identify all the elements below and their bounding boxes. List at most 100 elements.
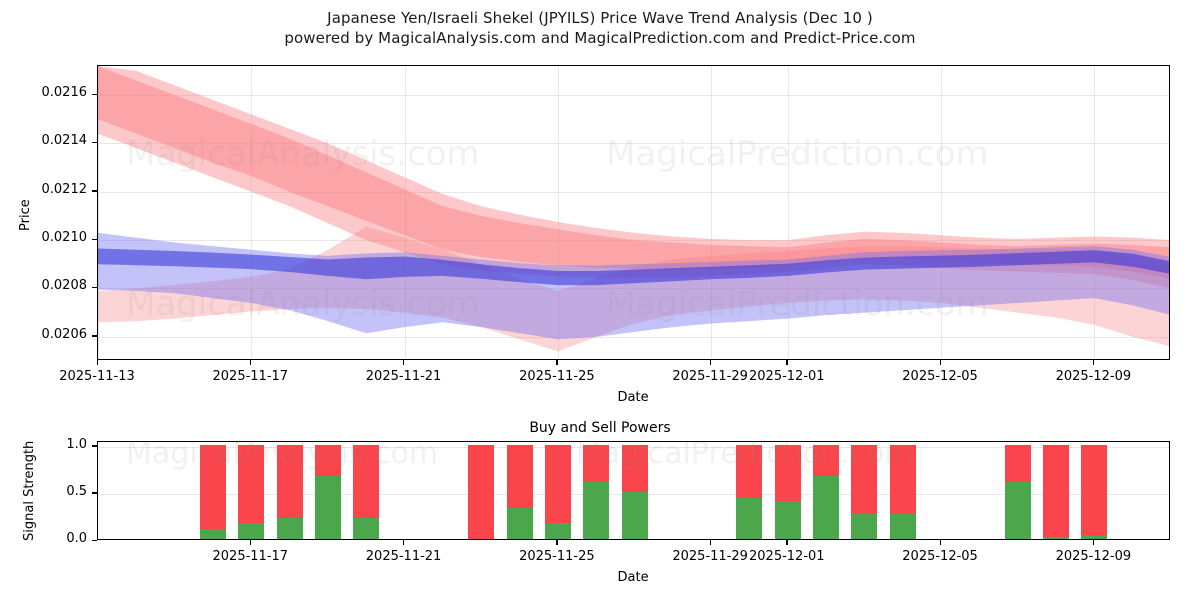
chart-title-block: Japanese Yen/Israeli Shekel (JPYILS) Pri… — [0, 8, 1200, 48]
price-gridline-h-3 — [98, 191, 1169, 193]
signal-ytick-1 — [92, 492, 97, 494]
price-gridline-h-0 — [98, 336, 1169, 338]
price-gridline-v-0 — [98, 66, 99, 359]
price-gridline-h-5 — [98, 95, 1169, 97]
price-ytick-5 — [92, 93, 97, 95]
price-xtick-3 — [556, 360, 558, 365]
buy-power-bar[interactable] — [199, 528, 226, 539]
price-ytick-1 — [92, 286, 97, 289]
price-xtick-5 — [786, 360, 788, 365]
sell-power-bar[interactable] — [506, 444, 533, 508]
price-ytick-label-3: 0.0212 — [41, 181, 88, 197]
sell-power-bar[interactable] — [314, 444, 341, 476]
buy-power-bar[interactable] — [353, 518, 380, 539]
signal-xtick-label-1: 2025-11-21 — [365, 549, 442, 564]
signal-xtick-label-6: 2025-12-09 — [1055, 549, 1132, 564]
price-ytick-label-1: 0.0208 — [41, 278, 88, 294]
sell-power-bar[interactable] — [238, 444, 265, 523]
sell-power-bar[interactable] — [774, 444, 801, 502]
band-blue-inner — [98, 248, 1169, 286]
buy-power-bar[interactable] — [736, 497, 763, 539]
price-xtick-label-5: 2025-12-01 — [749, 369, 825, 384]
buy-power-bar[interactable] — [314, 475, 341, 539]
sell-power-bar[interactable] — [621, 444, 648, 492]
price-gridline-v-4 — [711, 66, 713, 359]
buy-power-bar[interactable] — [506, 507, 533, 539]
buy-power-bar[interactable] — [1081, 535, 1108, 539]
sell-power-bar[interactable] — [889, 444, 916, 514]
buy-power-bar[interactable] — [851, 513, 878, 539]
signal-xtick-label-2: 2025-11-25 — [519, 549, 595, 564]
price-x-axis-label: Date — [617, 390, 649, 405]
sell-power-bar[interactable] — [1081, 444, 1108, 536]
sell-power-bar[interactable] — [813, 444, 840, 476]
price-ytick-label-0: 0.0206 — [41, 326, 88, 342]
signal-ytick-label-2: 1.0 — [66, 436, 87, 452]
buy-power-bar[interactable] — [774, 501, 801, 539]
price-xtick-1 — [249, 360, 252, 365]
buy-power-bar[interactable] — [889, 513, 916, 539]
price-xtick-label-0: 2025-11-13 — [59, 369, 135, 384]
sell-power-bar[interactable] — [1004, 444, 1031, 482]
signal-x-axis-label: Date — [617, 570, 649, 585]
signal-y-axis-label: Signal Strength — [22, 440, 37, 541]
price-y-axis-label: Price — [18, 198, 33, 231]
signal-xtick-label-5: 2025-12-05 — [902, 549, 978, 564]
buy-power-bar[interactable] — [583, 481, 610, 539]
price-gridline-h-4 — [98, 143, 1169, 145]
sell-power-bar[interactable] — [353, 444, 380, 519]
sell-power-bar[interactable] — [544, 444, 571, 523]
sell-power-bar[interactable] — [583, 444, 610, 482]
buy-power-bar[interactable] — [1043, 537, 1070, 539]
price-ytick-label-4: 0.0214 — [41, 133, 88, 149]
signal-xtick-label-0: 2025-11-17 — [212, 549, 289, 564]
price-xtick-label-7: 2025-12-09 — [1055, 369, 1132, 384]
signal-xtick-2 — [556, 540, 558, 545]
sell-power-bar[interactable] — [199, 444, 226, 529]
price-xtick-label-1: 2025-11-17 — [212, 369, 289, 384]
price-xtick-6 — [939, 360, 941, 365]
page-subtitle: powered by MagicalAnalysis.com and Magic… — [284, 29, 916, 47]
signal-xtick-0 — [249, 540, 252, 545]
price-xtick-2 — [403, 360, 405, 365]
buy-power-bar[interactable] — [621, 491, 648, 539]
signal-xtick-6 — [1092, 540, 1095, 545]
price-gridline-v-5 — [787, 66, 789, 359]
price-ytick-4 — [92, 141, 97, 144]
price-xtick-label-3: 2025-11-25 — [519, 369, 595, 384]
price-wave-bands — [98, 66, 1169, 352]
price-xtick-4 — [709, 360, 711, 365]
price-gridline-v-1 — [251, 66, 253, 359]
buy-power-bar[interactable] — [544, 522, 571, 539]
sell-power-bar[interactable] — [1043, 444, 1070, 538]
signal-ytick-2 — [92, 445, 97, 447]
price-ytick-2 — [92, 238, 97, 240]
page-title: Japanese Yen/Israeli Shekel (JPYILS) Pri… — [327, 9, 873, 27]
signal-panel-title: Buy and Sell Powers — [529, 420, 671, 436]
buy-power-bar[interactable] — [1004, 481, 1031, 539]
sell-power-bar[interactable] — [736, 444, 763, 498]
sell-power-bar[interactable] — [468, 444, 495, 539]
signal-ytick-label-0: 0.0 — [66, 531, 87, 546]
buy-power-bar[interactable] — [276, 518, 303, 539]
price-ytick-3 — [92, 190, 97, 192]
price-xtick-label-4: 2025-11-29 — [672, 369, 748, 384]
price-gridline-v-6 — [941, 66, 943, 359]
buy-power-bar[interactable] — [238, 522, 265, 539]
band-red-inner — [98, 66, 1169, 289]
price-ytick-0 — [92, 335, 97, 337]
price-ytick-label-5: 0.0216 — [41, 85, 88, 101]
price-xtick-label-6: 2025-12-05 — [902, 369, 978, 384]
sell-power-bar[interactable] — [851, 444, 878, 514]
buy-sell-powers-chart: MagicalAnalysis.com MagicalPrediction.co… — [97, 441, 1170, 540]
sell-power-bar[interactable] — [276, 444, 303, 519]
signal-xtick-label-3: 2025-11-29 — [672, 549, 748, 564]
price-xtick-0 — [96, 360, 98, 365]
price-gridline-v-2 — [404, 66, 406, 359]
buy-power-bar[interactable] — [813, 475, 840, 539]
price-gridline-h-1 — [98, 288, 1169, 290]
price-gridline-h-2 — [98, 240, 1169, 242]
price-xtick-7 — [1092, 360, 1095, 365]
signal-ytick-0 — [92, 539, 97, 541]
signal-xtick-3 — [709, 540, 711, 545]
